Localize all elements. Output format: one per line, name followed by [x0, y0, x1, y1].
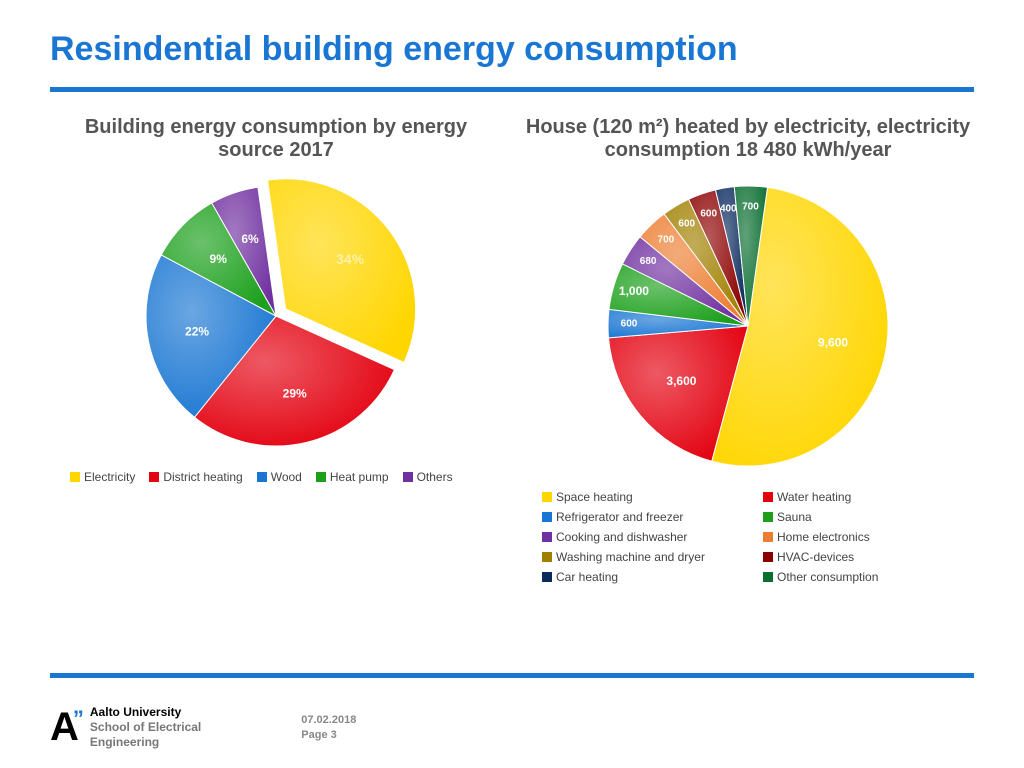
legend-swatch — [542, 512, 552, 522]
legend-label: Other consumption — [777, 570, 878, 584]
right-chart-wrap: 9,6003,6006001,000680700600600400700 — [522, 176, 974, 476]
legend-swatch — [542, 532, 552, 542]
school-line1: School of Electrical — [90, 720, 201, 735]
legend-item: Heat pump — [316, 470, 389, 484]
university-name: Aalto University — [90, 705, 201, 720]
legend-item: Electricity — [70, 470, 135, 484]
right-panel: House (120 m²) heated by electricity, el… — [522, 116, 974, 584]
legend-item: Others — [403, 470, 453, 484]
legend-swatch — [70, 472, 80, 482]
legend-item: Washing machine and dryer — [542, 550, 753, 564]
legend-swatch — [403, 472, 413, 482]
legend-label: District heating — [163, 470, 242, 484]
left-panel: Building energy consumption by energy so… — [50, 116, 502, 584]
left-legend: Electricity District heating Wood Heat pump… — [50, 470, 502, 484]
legend-item: Refrigerator and freezer — [542, 510, 753, 524]
slice-label: 9% — [210, 252, 228, 266]
footer: A” Aalto University School of Electrical… — [50, 705, 356, 750]
left-pie-chart: 34% 29% 22% 9% 6% — [126, 176, 426, 456]
school-line2: Engineering — [90, 735, 201, 750]
legend-label: HVAC-devices — [777, 550, 854, 564]
slice-label: 1,000 — [619, 284, 649, 298]
legend-label: Cooking and dishwasher — [556, 530, 687, 544]
right-legend: Space heating Water heating Refrigerator a… — [522, 490, 974, 584]
slice-label: 6% — [241, 232, 259, 246]
logo-quote-icon: ” — [73, 706, 82, 731]
legend-label: Home electronics — [777, 530, 870, 544]
right-pie-chart: 9,6003,6006001,000680700600600400700 — [588, 176, 908, 476]
legend-label: Refrigerator and freezer — [556, 510, 683, 524]
legend-item: Car heating — [542, 570, 753, 584]
footer-date: 07.02.2018 — [301, 713, 356, 728]
legend-label: Water heating — [777, 490, 851, 504]
left-chart-wrap: 34% 29% 22% 9% 6% — [50, 176, 502, 456]
logo-letter: A” — [50, 705, 82, 750]
slice-label: 22% — [185, 324, 209, 338]
legend-item: District heating — [149, 470, 242, 484]
legend-swatch — [542, 492, 552, 502]
legend-swatch — [542, 552, 552, 562]
legend-item: Space heating — [542, 490, 753, 504]
logo-text: Aalto University School of Electrical En… — [90, 705, 201, 750]
slice-label: 34% — [336, 251, 365, 267]
legend-item: Home electronics — [763, 530, 974, 544]
footer-page: Page 3 — [301, 728, 356, 743]
university-logo: A” Aalto University School of Electrical… — [50, 705, 201, 750]
legend-item: Other consumption — [763, 570, 974, 584]
legend-swatch — [763, 572, 773, 582]
slice-label: 600 — [700, 208, 717, 219]
charts-row: Building energy consumption by energy so… — [50, 116, 974, 584]
legend-swatch — [763, 492, 773, 502]
right-chart-title: House (120 m²) heated by electricity, el… — [522, 116, 974, 166]
slice-label: 700 — [742, 202, 759, 213]
slide-title: Resindential building energy consumption — [50, 30, 974, 69]
slice-label: 700 — [658, 234, 675, 245]
legend-swatch — [257, 472, 267, 482]
footer-rule — [50, 673, 974, 678]
legend-label: Wood — [271, 470, 302, 484]
slice-label: 3,600 — [666, 374, 696, 388]
legend-swatch — [542, 572, 552, 582]
legend-label: Heat pump — [330, 470, 389, 484]
slice-label: 400 — [720, 203, 737, 214]
slice-label: 600 — [621, 319, 638, 330]
legend-swatch — [316, 472, 326, 482]
slice-label: 9,600 — [818, 335, 848, 349]
title-rule — [50, 87, 974, 92]
legend-swatch — [763, 552, 773, 562]
legend-swatch — [763, 532, 773, 542]
legend-swatch — [149, 472, 159, 482]
footer-meta: 07.02.2018 Page 3 — [301, 713, 356, 743]
legend-label: Space heating — [556, 490, 633, 504]
legend-item: HVAC-devices — [763, 550, 974, 564]
legend-item: Sauna — [763, 510, 974, 524]
legend-item: Water heating — [763, 490, 974, 504]
slice-label: 600 — [678, 219, 695, 230]
legend-label: Others — [417, 470, 453, 484]
slice-label: 29% — [283, 387, 307, 401]
legend-label: Electricity — [84, 470, 135, 484]
left-chart-title: Building energy consumption by energy so… — [50, 116, 502, 166]
legend-label: Sauna — [777, 510, 812, 524]
slice-label: 680 — [640, 256, 657, 267]
legend-label: Washing machine and dryer — [556, 550, 705, 564]
legend-item: Cooking and dishwasher — [542, 530, 753, 544]
legend-swatch — [763, 512, 773, 522]
legend-item: Wood — [257, 470, 302, 484]
legend-label: Car heating — [556, 570, 618, 584]
